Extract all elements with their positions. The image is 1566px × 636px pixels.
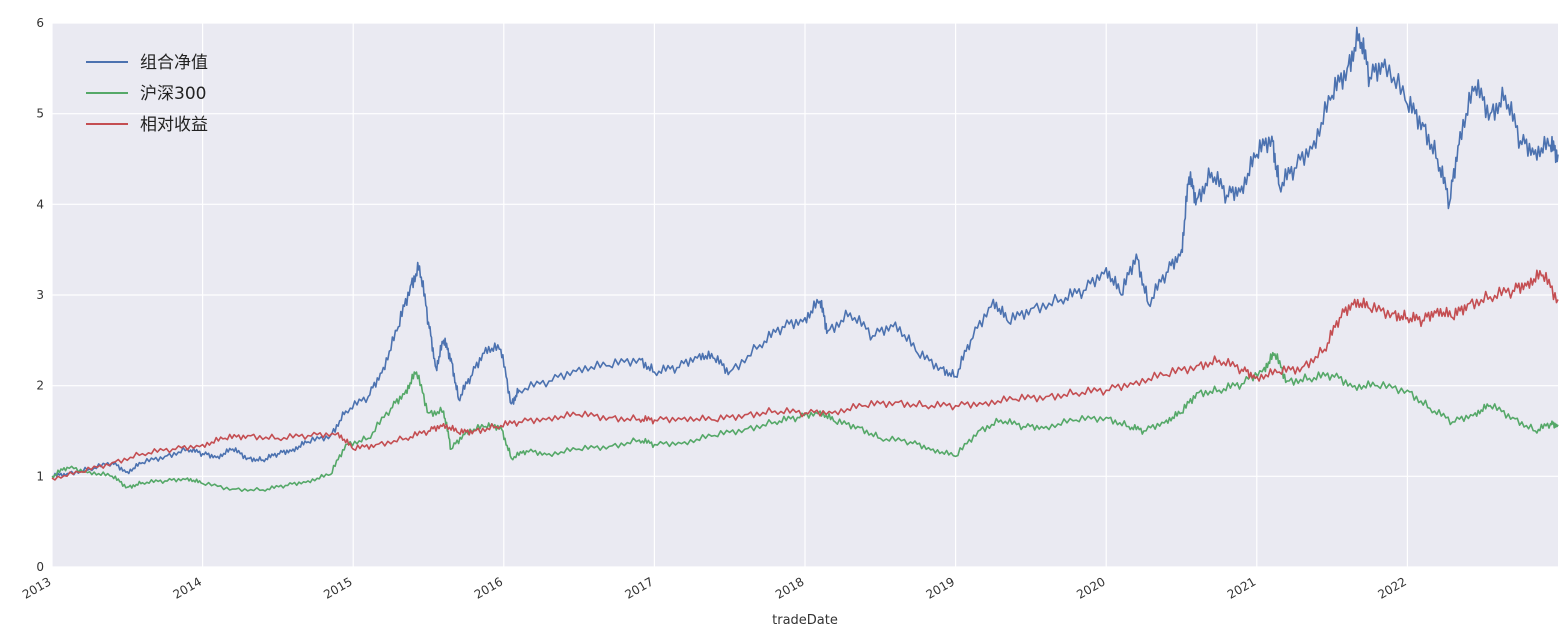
series-line-2 (51, 269, 1559, 481)
y-tick-label: 4 (36, 197, 44, 211)
x-tick-label: 2016 (472, 574, 505, 601)
y-tick-label: 2 (36, 379, 44, 393)
x-tick-label: 2020 (1074, 574, 1107, 601)
series-line-1 (51, 351, 1559, 492)
grid (51, 22, 1558, 568)
series-lines (51, 26, 1559, 492)
x-tick-label: 2022 (1375, 574, 1408, 601)
x-tick-label: 2018 (773, 574, 806, 601)
y-tick-label: 1 (36, 469, 44, 483)
y-tick-label: 6 (36, 16, 44, 30)
series-line-0 (51, 26, 1559, 478)
legend-label: 相对收益 (140, 115, 208, 135)
x-tick-label: 2021 (1225, 574, 1258, 601)
x-tick-label: 2019 (924, 574, 957, 601)
x-tick-label: 2017 (622, 574, 655, 601)
y-tick-label: 0 (36, 560, 44, 574)
x-axis-label: tradeDate (772, 613, 838, 628)
legend-label: 组合净值 (140, 53, 208, 73)
y-tick-label: 5 (36, 107, 44, 121)
x-tick-label: 2013 (20, 574, 53, 601)
x-tick-label: 2015 (321, 574, 354, 601)
ticks: 0 1 2 3 4 5 6 2013 2014 2015 2016 2017 2018 2019 2020 2… (20, 16, 1409, 602)
legend-label: 沪深300 (140, 84, 206, 104)
y-tick-label: 3 (36, 288, 44, 302)
x-tick-label: 2014 (171, 574, 204, 601)
